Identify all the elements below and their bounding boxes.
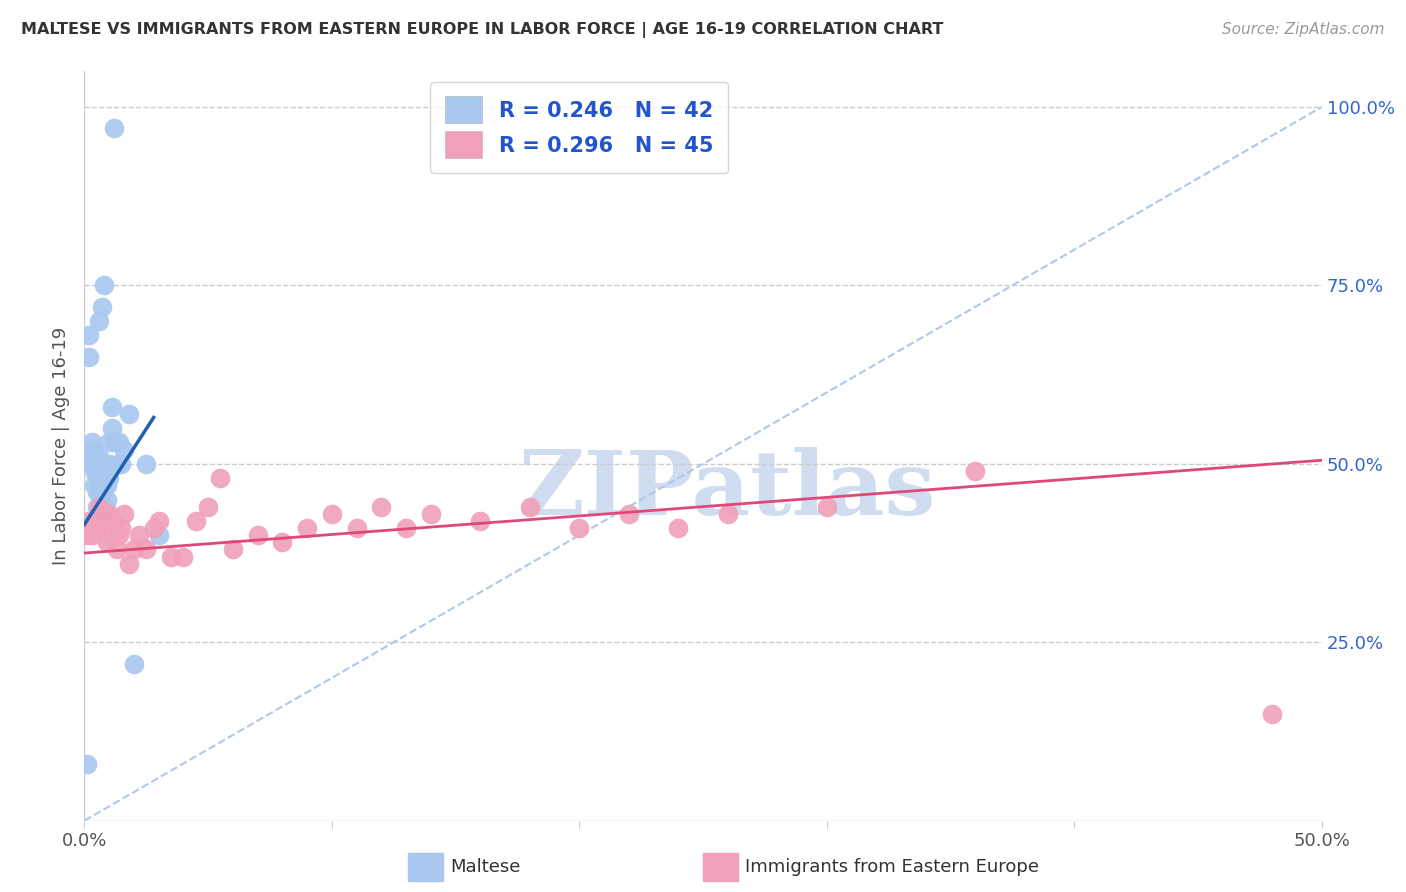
- Point: [568, 521, 591, 535]
- Point: [271, 535, 294, 549]
- Point: [370, 500, 392, 514]
- Point: [93, 457, 115, 471]
- Point: [172, 549, 194, 564]
- Legend: R = 0.246   N = 42, R = 0.296   N = 45: R = 0.246 N = 42, R = 0.296 N = 45: [430, 82, 728, 173]
- Point: [90, 464, 112, 478]
- Point: [395, 521, 418, 535]
- Point: [666, 521, 689, 535]
- Point: [86, 500, 108, 514]
- Point: [83, 464, 105, 478]
- Point: [160, 549, 183, 564]
- Point: [105, 457, 128, 471]
- Point: [98, 435, 121, 450]
- Point: [103, 121, 125, 136]
- Point: [118, 557, 141, 571]
- Point: [965, 464, 987, 478]
- Point: [80, 435, 103, 450]
- Point: [80, 457, 103, 471]
- Point: [93, 500, 115, 514]
- Point: [89, 471, 111, 485]
- Point: [83, 478, 105, 492]
- Text: ZIPatlas: ZIPatlas: [519, 448, 936, 534]
- Point: [815, 500, 838, 514]
- Text: MALTESE VS IMMIGRANTS FROM EASTERN EUROPE IN LABOR FORCE | AGE 16-19 CORRELATION: MALTESE VS IMMIGRANTS FROM EASTERN EUROP…: [21, 22, 943, 38]
- Text: Immigrants from Eastern Europe: Immigrants from Eastern Europe: [745, 858, 1039, 876]
- Point: [96, 478, 118, 492]
- Point: [98, 471, 121, 485]
- Point: [83, 442, 105, 457]
- Point: [1261, 706, 1284, 721]
- Point: [321, 507, 343, 521]
- Point: [90, 485, 112, 500]
- Point: [346, 521, 368, 535]
- Point: [93, 478, 115, 492]
- Point: [98, 507, 121, 521]
- Point: [86, 521, 108, 535]
- Point: [519, 500, 541, 514]
- Point: [128, 528, 150, 542]
- Point: [96, 535, 118, 549]
- Point: [148, 528, 170, 542]
- Point: [103, 514, 125, 528]
- Point: [118, 407, 141, 421]
- Point: [80, 528, 103, 542]
- Point: [79, 514, 101, 528]
- Point: [246, 528, 269, 542]
- Text: Source: ZipAtlas.com: Source: ZipAtlas.com: [1222, 22, 1385, 37]
- Text: Maltese: Maltese: [450, 858, 520, 876]
- Point: [89, 485, 111, 500]
- Point: [122, 657, 145, 671]
- Point: [80, 450, 103, 464]
- Point: [93, 507, 115, 521]
- Point: [89, 450, 111, 464]
- Point: [142, 521, 165, 535]
- Point: [103, 435, 125, 450]
- Point: [89, 500, 111, 514]
- Point: [89, 314, 111, 328]
- Point: [100, 400, 122, 414]
- Point: [96, 492, 118, 507]
- Point: [197, 500, 219, 514]
- Point: [148, 514, 170, 528]
- Point: [135, 457, 157, 471]
- Y-axis label: In Labor Force | Age 16-19: In Labor Force | Age 16-19: [52, 326, 70, 566]
- Point: [617, 507, 640, 521]
- Point: [79, 350, 101, 364]
- Point: [110, 457, 132, 471]
- Point: [135, 542, 157, 557]
- Point: [90, 300, 112, 314]
- Point: [184, 514, 207, 528]
- Point: [76, 528, 98, 542]
- Point: [222, 542, 245, 557]
- Point: [110, 521, 132, 535]
- Point: [86, 485, 108, 500]
- Point: [112, 442, 135, 457]
- Point: [419, 507, 441, 521]
- Point: [93, 278, 115, 293]
- Point: [295, 521, 318, 535]
- Point: [108, 435, 131, 450]
- Point: [76, 756, 98, 771]
- Point: [79, 328, 101, 343]
- Point: [105, 542, 128, 557]
- Point: [108, 528, 131, 542]
- Point: [90, 514, 112, 528]
- Point: [470, 514, 492, 528]
- Point: [98, 457, 121, 471]
- Point: [89, 500, 111, 514]
- Point: [86, 471, 108, 485]
- Point: [83, 514, 105, 528]
- Point: [717, 507, 740, 521]
- Point: [112, 507, 135, 521]
- Point: [209, 471, 232, 485]
- Point: [100, 421, 122, 435]
- Point: [100, 528, 122, 542]
- Point: [86, 457, 108, 471]
- Point: [122, 542, 145, 557]
